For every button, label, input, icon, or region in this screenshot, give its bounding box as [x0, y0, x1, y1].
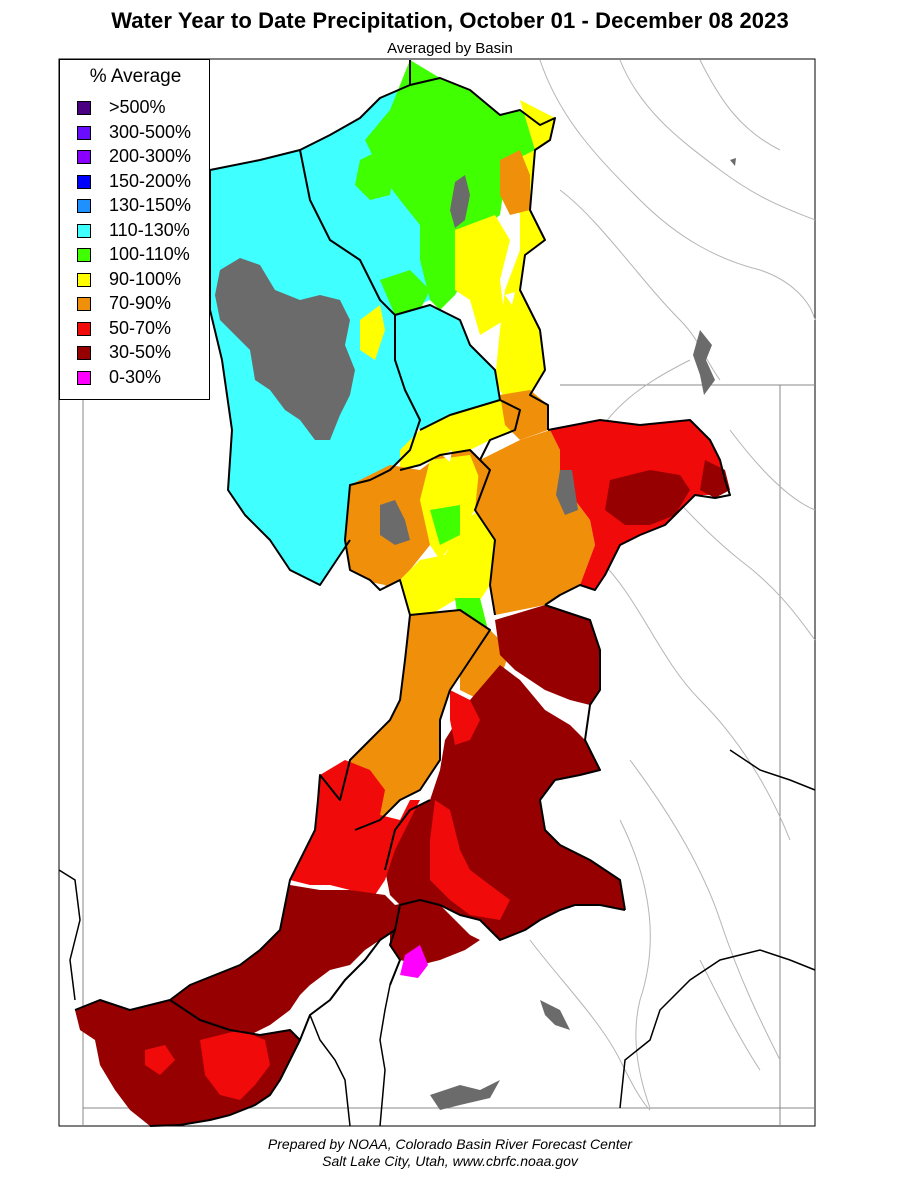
legend-swatch: [77, 150, 91, 164]
footer-credit: Prepared by NOAA, Colorado Basin River F…: [267, 1136, 633, 1152]
utah-lake: [380, 500, 410, 545]
legend-label: 300-500%: [109, 121, 192, 142]
basin-100-110-patch-b: [380, 270, 430, 315]
basin-100-110-middle-a: [430, 505, 460, 545]
basin-0-30-patch: [400, 945, 428, 978]
basin-100-110-patch-a: [355, 150, 395, 200]
legend-swatch: [77, 297, 91, 311]
legend-label: 200-300%: [109, 146, 192, 166]
legend-swatch: [77, 174, 91, 189]
basin-70-90-north-patch: [500, 150, 530, 215]
neighbor-basin-lines: [58, 749, 816, 1127]
basin-50-70-virgin-b: [145, 1045, 175, 1075]
legend-label: 50-70%: [109, 317, 172, 338]
basin-30-50-southwest: [170, 885, 395, 1035]
legend-title: % Average: [89, 66, 182, 87]
legend-label: 0-30%: [109, 366, 162, 387]
legend-label: 150-200%: [109, 170, 192, 191]
legend-swatch: [77, 272, 91, 287]
basin-boundaries: [74, 60, 731, 1127]
legend-swatch: [77, 199, 91, 213]
map-title: Water Year to Date Precipitation, Octobe…: [111, 8, 789, 33]
legend-swatch: [77, 321, 91, 336]
bear-lake: [450, 175, 470, 228]
basin-70-90-uinta: [475, 430, 595, 615]
legend-label: 130-150%: [109, 195, 192, 215]
legend-label: 90-100%: [109, 268, 182, 289]
basin-90-100-central: [400, 400, 520, 470]
legend-label: >500%: [109, 97, 166, 117]
footer-location: Salt Lake City, Utah, www.cbrfc.noaa.gov: [322, 1153, 578, 1169]
basin-30-50-uinta-east: [605, 470, 690, 525]
basin-90-100-west-patch: [360, 305, 385, 360]
map-subtitle: Averaged by Basin: [387, 40, 513, 57]
lakes: [215, 175, 578, 545]
basin-70-90-central-a: [500, 390, 548, 440]
basin-50-70-virgin-a: [200, 1030, 270, 1100]
legend-swatch: [77, 125, 91, 140]
legend-swatch: [77, 346, 91, 360]
background-reservoirs: [430, 158, 736, 1110]
flaming-gorge-area: [556, 470, 578, 515]
basin-30-50-escalante: [390, 900, 480, 965]
basin-50-70-southeast-a: [450, 690, 480, 745]
legend: % Average >500% 300-500% 200-300% 150-200% 1…: [59, 59, 210, 400]
basin-50-70-southeast-b: [430, 800, 510, 920]
legend-label: 70-90%: [109, 293, 172, 313]
basin-90-100-south-middle: [400, 510, 495, 615]
legend-label: 100-110%: [109, 244, 190, 264]
great-salt-lake: [215, 258, 355, 440]
legend-swatch: [77, 370, 91, 385]
legend-swatch: [77, 223, 91, 238]
basin-90-100-upper: [455, 215, 510, 335]
legend-label: 110-130%: [109, 219, 190, 240]
basin-110-130-central: [395, 305, 500, 430]
basin-30-50-price: [495, 605, 600, 705]
legend-label: 30-50%: [109, 342, 172, 362]
basin-70-90-south-central: [340, 610, 490, 830]
legend-swatch: [77, 248, 91, 262]
basin-100-110-north: [365, 60, 540, 310]
legend-swatch: [77, 101, 91, 115]
